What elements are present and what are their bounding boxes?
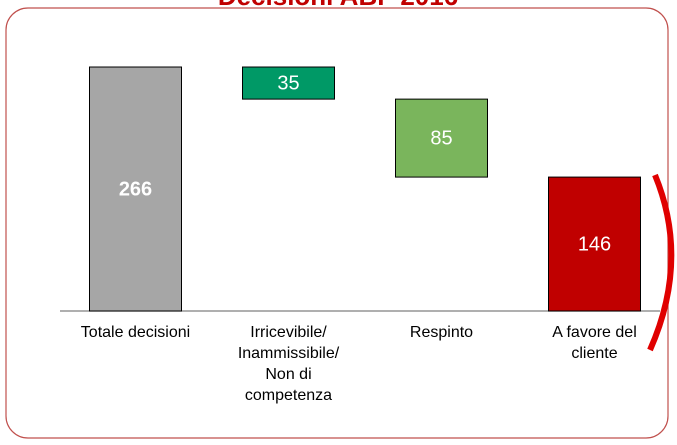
x-tick-label: Totale decisioni bbox=[80, 324, 191, 341]
bar bbox=[395, 98, 488, 178]
bar bbox=[242, 66, 335, 100]
bar bbox=[548, 176, 641, 312]
x-tick-label: Irricevibile/ Inammissibile/ Non di comp… bbox=[237, 324, 340, 404]
value-label: 146 bbox=[578, 233, 611, 255]
bar bbox=[89, 66, 182, 312]
x-tick-label: A favore del cliente bbox=[552, 324, 637, 362]
chart-title: Decisioni ABF 2016 bbox=[218, 0, 458, 11]
value-label: 85 bbox=[430, 127, 452, 149]
decoration-arc bbox=[647, 173, 675, 352]
value-label: 266 bbox=[119, 178, 152, 200]
x-tick-label: Respinto bbox=[409, 324, 474, 341]
value-label: 35 bbox=[277, 72, 299, 94]
